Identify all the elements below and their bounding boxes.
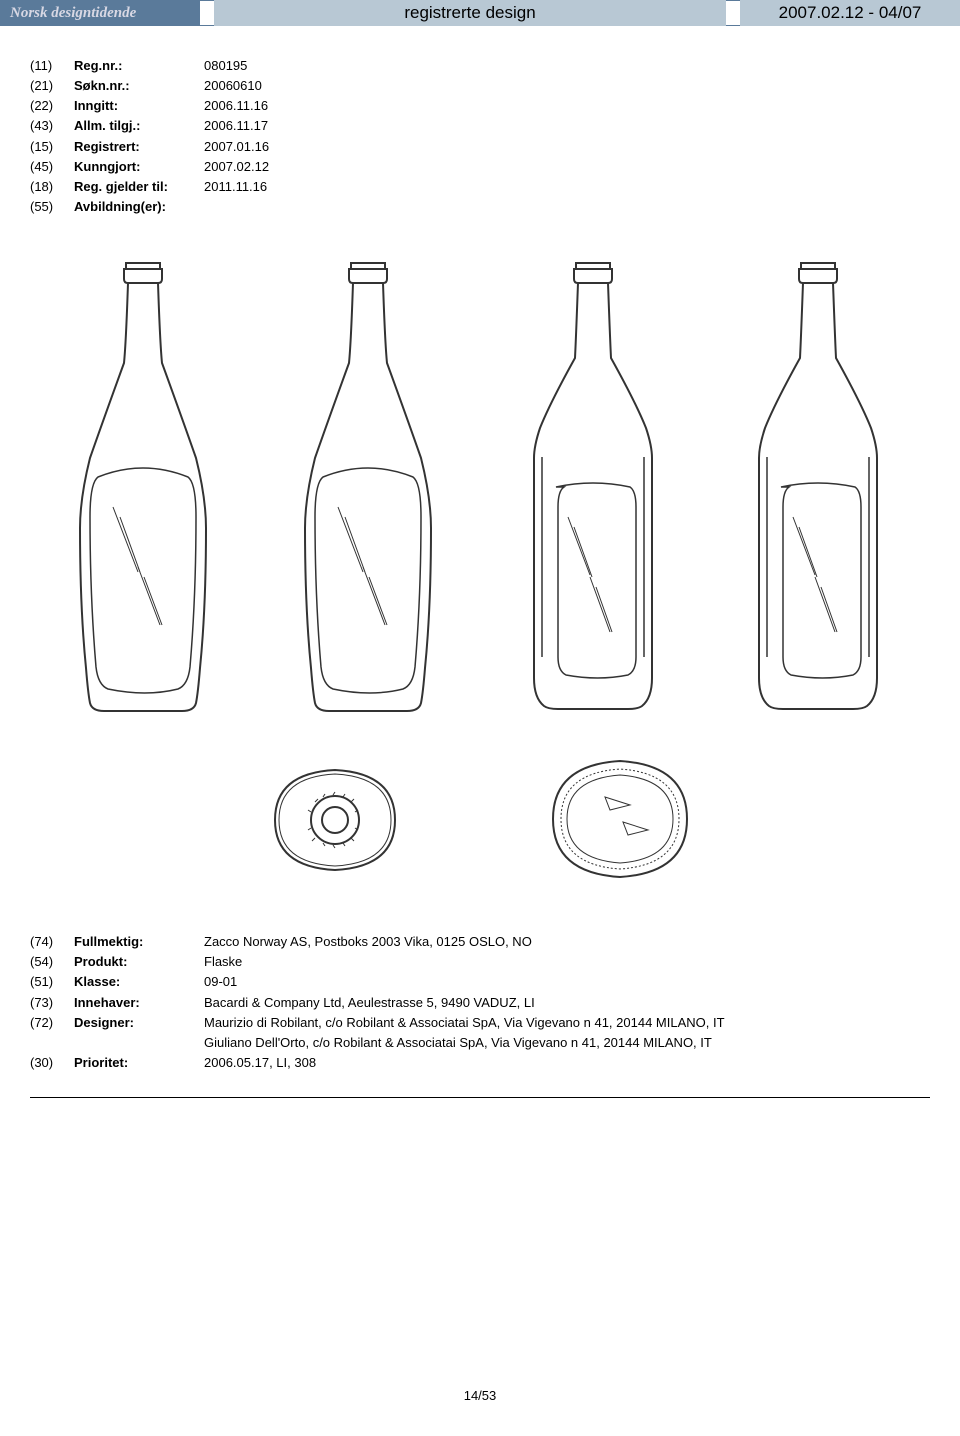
field-code: (54)	[30, 952, 74, 972]
field-value: 20060610	[204, 76, 262, 96]
field-label: Reg.nr.:	[74, 56, 204, 76]
field-value: 080195	[204, 56, 247, 76]
field-row: (15)Registrert:2007.01.16	[30, 137, 930, 157]
bottle-drawing-1	[68, 257, 218, 717]
field-label: Prioritet:	[74, 1053, 204, 1073]
field-label: Avbildning(er):	[74, 197, 204, 217]
field-row: (55)Avbildning(er):	[30, 197, 930, 217]
field-row: (43)Allm. tilgj.:2006.11.17	[30, 116, 930, 136]
field-value: Giuliano Dell'Orto, c/o Robilant & Assoc…	[204, 1033, 712, 1053]
field-label	[74, 1033, 204, 1053]
field-row: (11)Reg.nr.:080195	[30, 56, 930, 76]
field-code: (43)	[30, 116, 74, 136]
field-code: (45)	[30, 157, 74, 177]
field-value: Zacco Norway AS, Postboks 2003 Vika, 012…	[204, 932, 532, 952]
field-code: (55)	[30, 197, 74, 217]
section-title: registrerte design	[214, 0, 726, 26]
field-label: Klasse:	[74, 972, 204, 992]
field-value: 2006.05.17, LI, 308	[204, 1053, 316, 1073]
field-code: (74)	[30, 932, 74, 952]
page-content: (11)Reg.nr.:080195(21)Søkn.nr.:20060610(…	[0, 26, 960, 1108]
field-row: Giuliano Dell'Orto, c/o Robilant & Assoc…	[30, 1033, 930, 1053]
field-label: Fullmektig:	[74, 932, 204, 952]
field-value: Maurizio di Robilant, c/o Robilant & Ass…	[204, 1013, 725, 1033]
field-code: (51)	[30, 972, 74, 992]
header-gap	[726, 0, 740, 26]
field-row: (22)Inngitt:2006.11.16	[30, 96, 930, 116]
bottle-top-view	[255, 755, 415, 885]
field-value: 2011.11.16	[204, 177, 267, 197]
field-code: (30)	[30, 1053, 74, 1073]
field-label: Registrert:	[74, 137, 204, 157]
field-label: Kunngjort:	[74, 157, 204, 177]
field-row: (30)Prioritet:2006.05.17, LI, 308	[30, 1053, 930, 1073]
brand-title: Norsk designtidende	[0, 0, 200, 26]
section-divider	[30, 1097, 930, 1098]
field-label: Søkn.nr.:	[74, 76, 204, 96]
field-code: (22)	[30, 96, 74, 116]
field-value: Bacardi & Company Ltd, Aeulestrasse 5, 9…	[204, 993, 535, 1013]
field-value: 2006.11.16	[204, 96, 268, 116]
field-row: (45)Kunngjort:2007.02.12	[30, 157, 930, 177]
design-drawings-row1	[30, 257, 930, 717]
field-code: (72)	[30, 1013, 74, 1033]
field-value: 2007.01.16	[204, 137, 269, 157]
field-row: (73)Innehaver:Bacardi & Company Ltd, Aeu…	[30, 993, 930, 1013]
field-row: (54)Produkt:Flaske	[30, 952, 930, 972]
field-code: (21)	[30, 76, 74, 96]
field-row: (21)Søkn.nr.:20060610	[30, 76, 930, 96]
field-row: (74)Fullmektig:Zacco Norway AS, Postboks…	[30, 932, 930, 952]
registration-fields-bottom: (74)Fullmektig:Zacco Norway AS, Postboks…	[30, 932, 930, 1073]
issue-date: 2007.02.12 - 04/07	[740, 0, 960, 26]
bottle-bottom-view	[535, 747, 705, 892]
field-value: 09-01	[204, 972, 237, 992]
field-label: Designer:	[74, 1013, 204, 1033]
field-code: (15)	[30, 137, 74, 157]
bottle-drawing-3	[518, 257, 668, 717]
page-number: 14/53	[0, 1388, 960, 1423]
field-code: (73)	[30, 993, 74, 1013]
field-value: 2006.11.17	[204, 116, 268, 136]
field-label: Inngitt:	[74, 96, 204, 116]
bottle-drawing-4	[743, 257, 893, 717]
design-drawings-row2	[30, 747, 930, 892]
field-label: Reg. gjelder til:	[74, 177, 204, 197]
field-row: (51)Klasse:09-01	[30, 972, 930, 992]
field-label: Produkt:	[74, 952, 204, 972]
registration-fields-top: (11)Reg.nr.:080195(21)Søkn.nr.:20060610(…	[30, 56, 930, 217]
header-gap	[200, 0, 214, 26]
bottle-drawing-2	[293, 257, 443, 717]
field-code: (18)	[30, 177, 74, 197]
field-row: (18)Reg. gjelder til:2011.11.16	[30, 177, 930, 197]
field-code	[30, 1033, 74, 1053]
field-value: Flaske	[204, 952, 242, 972]
field-row: (72)Designer:Maurizio di Robilant, c/o R…	[30, 1013, 930, 1033]
field-label: Innehaver:	[74, 993, 204, 1013]
field-value: 2007.02.12	[204, 157, 269, 177]
page-header: Norsk designtidende registrerte design 2…	[0, 0, 960, 26]
field-label: Allm. tilgj.:	[74, 116, 204, 136]
field-code: (11)	[30, 56, 74, 76]
